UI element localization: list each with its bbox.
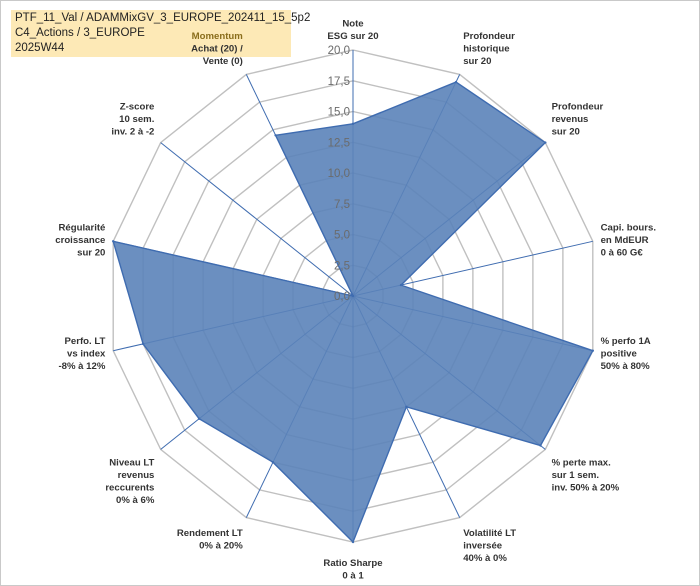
data-point: [544, 141, 547, 144]
axis-label: % perte max. sur 1 sem. inv. 50% à 20%: [552, 458, 620, 494]
title-line-2: C4_Actions / 3_EUROPE: [15, 27, 145, 39]
axis-label: Perfo. LT vs index -8% à 12%: [58, 336, 106, 372]
axis-label: Z-score 10 sem. inv. 2 à -2: [111, 102, 154, 138]
data-point: [405, 405, 408, 408]
chart-title-box: PTF_11_Val / ADAMMixGV_3_EUROPE_202411_1…: [11, 10, 311, 57]
data-point: [539, 444, 542, 447]
axis-label: Note ESG sur 20: [327, 18, 378, 42]
tick-label: 10,0: [328, 168, 350, 180]
tick-label: 2,5: [334, 260, 350, 272]
axis-label: Régularité croissance sur 20: [55, 223, 105, 259]
tick-label: 5,0: [334, 230, 350, 242]
axis-label: % perfo 1A positive 50% à 80%: [601, 336, 651, 372]
title-line-1: PTF_11_Val / ADAMMixGV_3_EUROPE_202411_1…: [15, 12, 311, 24]
data-point: [591, 349, 594, 352]
tick-label: 7,5: [334, 199, 350, 211]
data-point: [274, 134, 277, 137]
axis-label: Capi. bours. en MdEUR 0 à 60 G€: [601, 223, 656, 259]
axis-label: Niveau LT revenus reccurents 0% à 6%: [105, 458, 155, 507]
data-point: [351, 294, 355, 298]
tick-label: 20,0: [328, 45, 350, 57]
axis-label: Momentum Achat (20) / Vente (0): [191, 31, 243, 67]
data-point: [399, 283, 403, 287]
data-point: [351, 122, 355, 126]
tick-label: 0,0: [334, 291, 350, 303]
axis-label: Volatilité LT inversée 40% à 0%: [463, 528, 516, 564]
tick-label: 15,0: [328, 107, 350, 119]
data-point: [454, 80, 458, 84]
axis-label: Profondeur revenus sur 20: [552, 102, 604, 138]
data-point: [271, 461, 275, 464]
axis-label: Ratio Sharpe 0 à 1: [323, 558, 382, 582]
axis-label: Profondeur historique sur 20: [463, 31, 515, 67]
axis-label: Rendement LT 0% à 20%: [177, 528, 243, 552]
series-area: [112, 81, 594, 544]
data-point: [351, 540, 355, 544]
data-point: [112, 240, 115, 243]
data-point: [197, 417, 201, 420]
tick-label: 12,5: [328, 137, 350, 149]
tick-label: 17,5: [328, 76, 350, 88]
axis-spoke: [160, 142, 354, 297]
data-point: [141, 342, 145, 346]
title-line-3: 2025W44: [15, 42, 65, 54]
